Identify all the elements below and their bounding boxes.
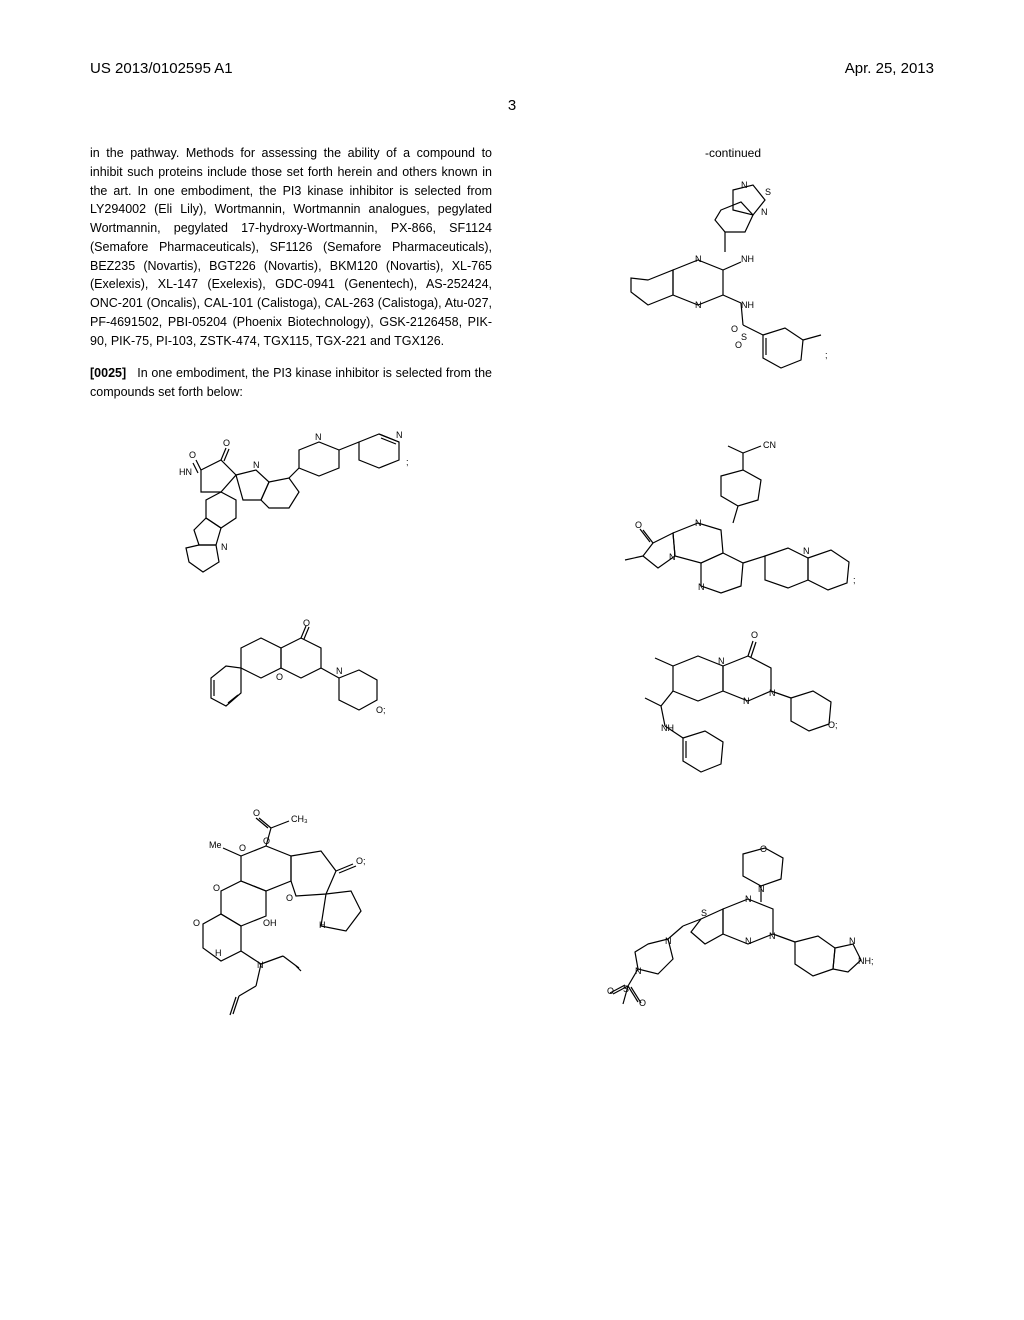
- svg-text:NH: NH: [661, 723, 674, 733]
- svg-text:N: N: [718, 656, 725, 666]
- structure-left-1: HN O O N N N N ;: [90, 420, 492, 600]
- svg-text:N: N: [695, 300, 702, 310]
- svg-text:N: N: [253, 460, 260, 470]
- svg-text:;: ;: [406, 457, 409, 467]
- structure-right-1: N S N N NH N NH O S O ;: [532, 180, 934, 420]
- svg-text:N: N: [695, 254, 702, 264]
- svg-text:O: O: [253, 808, 260, 818]
- page-number: 3: [90, 97, 934, 114]
- svg-text:N: N: [758, 884, 765, 894]
- svg-text:O: O: [189, 450, 196, 460]
- svg-text:O: O: [735, 340, 742, 350]
- svg-text:O: O: [263, 836, 270, 846]
- svg-text:N: N: [761, 207, 768, 217]
- svg-text:N: N: [315, 432, 322, 442]
- chem-structure-icon: O O N O;: [181, 618, 401, 778]
- svg-text:S: S: [701, 908, 707, 918]
- svg-text:H: H: [319, 920, 326, 930]
- page-header: US 2013/0102595 A1 Apr. 25, 2013: [90, 60, 934, 77]
- svg-text:O: O: [607, 986, 614, 996]
- svg-text:O;: O;: [356, 856, 366, 866]
- svg-text:O: O: [760, 844, 767, 854]
- svg-text:N: N: [336, 666, 343, 676]
- svg-text:Me: Me: [209, 840, 222, 850]
- right-column: -continued: [532, 144, 934, 1072]
- svg-text:N: N: [698, 582, 705, 592]
- svg-text:O: O: [286, 893, 293, 903]
- svg-text:N: N: [221, 542, 228, 552]
- svg-text:NH;: NH;: [858, 956, 873, 966]
- structure-right-2: CN O N N N N ;: [532, 438, 934, 608]
- svg-text:;: ;: [825, 350, 828, 360]
- svg-text:O: O: [276, 672, 283, 682]
- paragraph-continuation: in the pathway. Methods for assessing th…: [90, 144, 492, 350]
- svg-text:O: O: [193, 918, 200, 928]
- chem-structure-icon: N S N N NH N NH O S O ;: [613, 180, 853, 420]
- svg-text:N: N: [745, 894, 752, 904]
- continued-label: -continued: [532, 144, 934, 162]
- publication-number: US 2013/0102595 A1: [90, 60, 233, 77]
- structure-right-4: O N S N N N N NH; N N O S O: [532, 844, 934, 1054]
- svg-text:O: O: [635, 520, 642, 530]
- svg-text:O;: O;: [828, 720, 838, 730]
- svg-text:O: O: [223, 438, 230, 448]
- svg-text:O: O: [239, 843, 246, 853]
- chem-structure-icon: O N S N N N N NH; N N O S O: [593, 844, 873, 1054]
- svg-text:CH₃: CH₃: [291, 814, 308, 824]
- svg-text:O: O: [639, 998, 646, 1008]
- svg-text:N: N: [769, 931, 776, 941]
- structure-right-3: O N N N O; NH: [532, 626, 934, 826]
- svg-text:N: N: [743, 696, 750, 706]
- svg-text:N: N: [669, 552, 676, 562]
- svg-text:OH: OH: [263, 918, 277, 928]
- structure-left-2: O O N O;: [90, 618, 492, 778]
- svg-text:N: N: [695, 518, 702, 528]
- svg-text:O;: O;: [376, 705, 386, 715]
- svg-text:N: N: [665, 936, 672, 946]
- svg-text:N: N: [803, 546, 810, 556]
- svg-text:N: N: [741, 180, 748, 190]
- svg-text:O: O: [303, 618, 310, 628]
- svg-text:;: ;: [853, 575, 856, 585]
- content-columns: in the pathway. Methods for assessing th…: [90, 144, 934, 1072]
- svg-text:O: O: [213, 883, 220, 893]
- left-column: in the pathway. Methods for assessing th…: [90, 144, 492, 1072]
- svg-text:N: N: [745, 936, 752, 946]
- svg-text:N: N: [257, 960, 264, 970]
- svg-text:HN: HN: [179, 467, 192, 477]
- svg-text:O: O: [731, 324, 738, 334]
- chem-structure-icon: CN O N N N N ;: [603, 438, 863, 608]
- chem-structure-icon: O N N N O; NH: [613, 626, 853, 826]
- svg-text:N: N: [769, 688, 776, 698]
- svg-text:O: O: [751, 630, 758, 640]
- svg-text:N: N: [849, 936, 856, 946]
- svg-text:N: N: [635, 966, 642, 976]
- svg-text:CN: CN: [763, 440, 776, 450]
- publication-date: Apr. 25, 2013: [845, 60, 934, 77]
- svg-text:N: N: [396, 430, 403, 440]
- para-0025-text: In one embodiment, the PI3 kinase inhibi…: [90, 366, 492, 399]
- chem-structure-icon: HN O O N N N N ;: [161, 420, 421, 600]
- structure-left-3: O CH₃ Me O O O; O O H O OH H N: [90, 796, 492, 1026]
- svg-text:S: S: [765, 187, 771, 197]
- svg-text:NH: NH: [741, 300, 754, 310]
- svg-text:NH: NH: [741, 254, 754, 264]
- para-number-0025: [0025]: [90, 366, 126, 380]
- chem-structure-icon: O CH₃ Me O O O; O O H O OH H N: [171, 796, 411, 1026]
- svg-text:H: H: [215, 948, 222, 958]
- svg-text:S: S: [623, 984, 629, 994]
- paragraph-0025: [0025] In one embodiment, the PI3 kinase…: [90, 364, 492, 402]
